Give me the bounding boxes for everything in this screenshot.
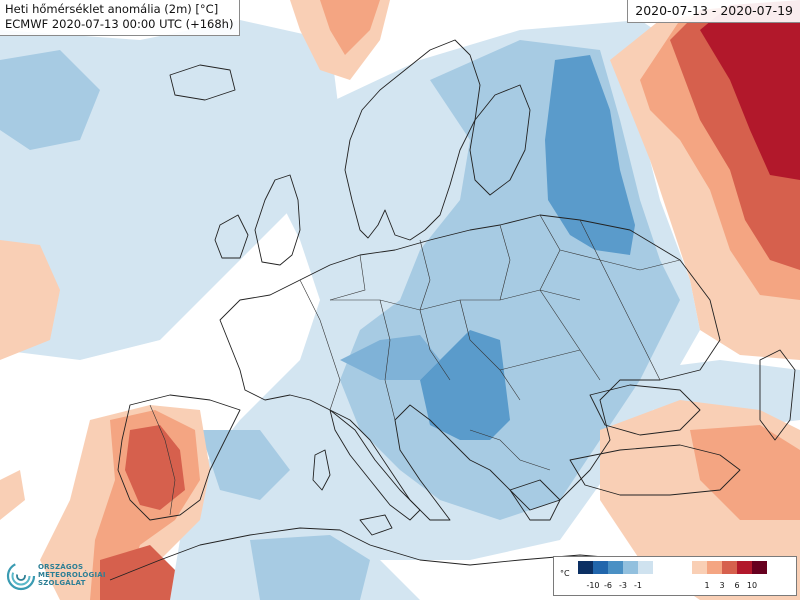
warm-anomaly-iberia-plus3 [125, 425, 185, 510]
legend-tick-warm-1: 3 [719, 581, 725, 590]
legend-swatch-warm-1 [707, 561, 722, 574]
swirl-logo-icon [6, 561, 36, 591]
coastlines [109, 39, 796, 581]
legend-swatch-warm-4 [752, 561, 767, 574]
legend-swatch-cold-4 [638, 561, 653, 574]
legend-swatch-cold-3 [623, 561, 638, 574]
date-range-label: 2020-07-13 - 2020-07-19 [627, 0, 800, 23]
legend-tick-warm-3: 10 [746, 581, 758, 590]
map-title: Heti hőmérséklet anomália (2m) [°C] [5, 2, 219, 16]
legend-tick-warm-0: 1 [704, 581, 710, 590]
country-borders [149, 214, 681, 516]
legend-swatch-warm-3 [737, 561, 752, 574]
logo-text-line1: ORSZÁGOS [38, 563, 84, 571]
cool-anomaly-minus1-west [0, 50, 100, 150]
legend-swatch-cold-2 [608, 561, 623, 574]
warm-anomaly-canary [0, 470, 25, 520]
legend-tick-cold-2: -3 [619, 581, 627, 590]
cool-anomaly-minus3-alps [340, 335, 440, 380]
warm-anomaly-near-east-core [690, 425, 800, 520]
logo-text-line2: METEOROLÓGIAI [38, 571, 106, 579]
warm-anomaly-atlantic-light [0, 240, 60, 360]
map-subtitle: ECMWF 2020-07-13 00:00 UTC (+168h) [5, 17, 234, 31]
legend-swatch-cold-1 [593, 561, 608, 574]
omsz-logo: ORSZÁGOS METEOROLÓGIAI SZOLGÁLAT [6, 558, 106, 596]
cool-anomaly-minus1-africa [250, 535, 370, 600]
legend-swatch-warm-2 [722, 561, 737, 574]
color-legend: °C -10 -6 -3 -1 1 3 6 10 [553, 556, 797, 596]
legend-tick-cold-0: -10 [586, 581, 600, 590]
legend-tick-warm-2: 6 [734, 581, 740, 590]
warm-anomaly-east-plus6 [700, 0, 800, 180]
logo-text-line3: SZOLGÁLAT [38, 579, 86, 587]
warm-anomaly-north-atlantic-core [320, 0, 380, 55]
cool-anomaly-minus3-russia [545, 55, 635, 255]
cool-anomaly-minus1-med [200, 430, 290, 500]
legend-unit: °C [560, 569, 570, 578]
warm-anomaly-africa-plus3 [100, 545, 175, 600]
legend-swatch-cold-0 [578, 561, 593, 574]
legend-tick-cold-3: -1 [634, 581, 642, 590]
legend-tick-cold-1: -6 [604, 581, 612, 590]
legend-swatch-warm-0 [692, 561, 707, 574]
map-title-box: Heti hőmérséklet anomália (2m) [°C] ECMW… [0, 0, 240, 36]
